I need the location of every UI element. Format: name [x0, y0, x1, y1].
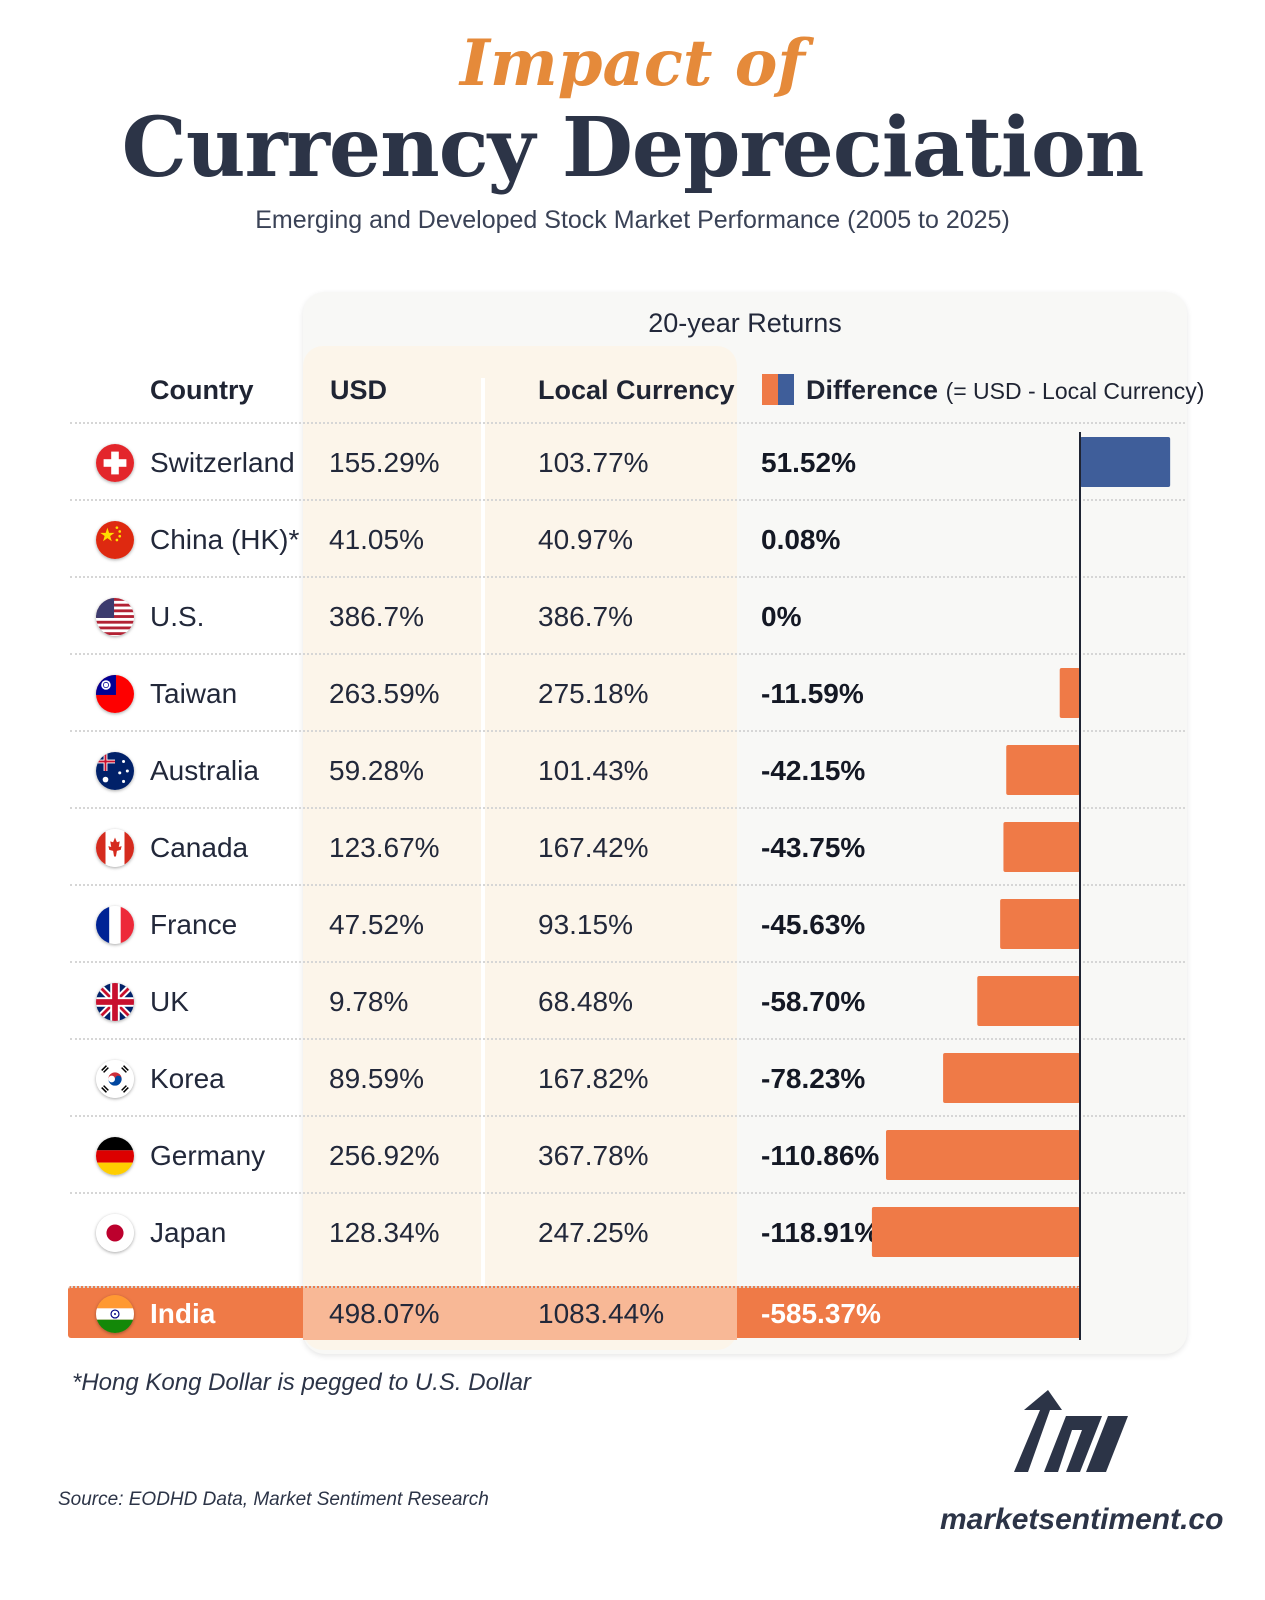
local-currency-value: 93.15%	[538, 909, 633, 940]
returns-band	[303, 346, 737, 1350]
table-row: Japan 128.34% 247.25% -118.91%	[70, 1192, 1185, 1269]
highlight-band	[303, 1288, 737, 1340]
local-currency-value: 386.7%	[538, 601, 633, 632]
difference-value: -585.37%	[761, 1298, 881, 1329]
country-label: Taiwan	[150, 678, 238, 709]
usd-value: 256.92%	[329, 1140, 440, 1171]
usd-value: 41.05%	[329, 524, 424, 555]
header-difference-note: (= USD - Local Currency)	[945, 378, 1205, 404]
difference-value: 0%	[761, 601, 802, 632]
china-flag-icon	[96, 521, 134, 559]
taiwan-flag-icon	[96, 675, 134, 713]
local-currency-value: 68.48%	[538, 986, 633, 1017]
australia-flag-icon	[96, 752, 134, 790]
country-label: Canada	[150, 832, 249, 863]
title-impact-of: Impact of	[460, 26, 805, 101]
germany-flag-icon	[96, 1137, 134, 1175]
table-row: Korea 89.59% 167.82% -78.23%	[70, 1038, 1185, 1115]
table-row: Australia 59.28% 101.43% -42.15%	[70, 730, 1185, 807]
usd-value: 263.59%	[329, 678, 440, 709]
brand-logo-icon	[1014, 1390, 1128, 1472]
country-label: India	[150, 1298, 216, 1329]
page-title: Currency Depreciation	[121, 100, 1145, 196]
difference-value: -43.75%	[761, 832, 866, 863]
usd-value: 9.78%	[329, 986, 409, 1017]
subtitle: Emerging and Developed Stock Market Perf…	[255, 206, 1010, 234]
local-currency-value: 247.25%	[538, 1217, 649, 1248]
difference-value: 0.08%	[761, 524, 841, 555]
local-currency-value: 103.77%	[538, 447, 649, 478]
header-difference-label: Difference	[806, 375, 939, 405]
difference-value: -58.70%	[761, 986, 866, 1017]
header-difference: Difference (= USD - Local Currency)	[806, 372, 1204, 409]
local-currency-value: 1083.44%	[538, 1298, 665, 1329]
india-flag-icon	[96, 1295, 134, 1333]
usd-value: 498.07%	[329, 1298, 440, 1329]
country-label: Switzerland	[150, 447, 295, 478]
usd-value: 59.28%	[329, 755, 424, 786]
table-row: France 47.52% 93.15% -45.63%	[70, 884, 1185, 961]
table-row: Germany 256.92% 367.78% -110.86%	[70, 1115, 1185, 1192]
usd-value: 123.67%	[329, 832, 440, 863]
difference-legend-swatch	[762, 374, 794, 405]
local-currency-value: 167.42%	[538, 832, 649, 863]
header-country: Country	[150, 375, 254, 405]
uk-flag-icon	[96, 983, 134, 1021]
local-currency-value: 275.18%	[538, 678, 649, 709]
france-flag-icon	[96, 906, 134, 944]
table-row: Switzerland 155.29% 103.77% 51.52%	[70, 422, 1185, 499]
korea-flag-icon	[96, 1060, 134, 1098]
difference-value: -110.86%	[761, 1140, 880, 1171]
usd-value: 128.34%	[329, 1217, 440, 1248]
country-label: Germany	[150, 1140, 266, 1171]
country-label: China (HK)*	[150, 524, 300, 555]
table-row: Canada 123.67% 167.42% -43.75%	[70, 807, 1185, 884]
usd-value: 386.7%	[329, 601, 424, 632]
usd-value: 89.59%	[329, 1063, 424, 1094]
table-row: U.S. 386.7% 386.7% 0%	[70, 576, 1185, 653]
local-currency-value: 167.82%	[538, 1063, 649, 1094]
country-label: Australia	[150, 755, 259, 786]
country-label: Korea	[150, 1063, 225, 1094]
difference-value: -78.23%	[761, 1063, 866, 1094]
local-currency-value: 367.78%	[538, 1140, 649, 1171]
table-row: Taiwan 263.59% 275.18% -11.59%	[70, 653, 1185, 730]
difference-value: -11.59%	[761, 678, 864, 709]
canada-flag-icon	[96, 829, 134, 867]
local-currency-value: 40.97%	[538, 524, 633, 555]
us-flag-icon	[96, 598, 134, 636]
table-row: China (HK)* 41.05% 40.97% 0.08%	[70, 499, 1185, 576]
country-label: Japan	[150, 1217, 227, 1248]
country-label: U.S.	[150, 601, 205, 632]
header-local-currency: Local Currency	[538, 375, 735, 405]
source-note: Source: EODHD Data, Market Sentiment Res…	[58, 1489, 489, 1510]
table-row: UK 9.78% 68.48% -58.70%	[70, 961, 1185, 1038]
usd-value: 155.29%	[329, 447, 440, 478]
table-row: India 498.07% 1083.44% -585.37%	[68, 1286, 1080, 1340]
usd-value: 47.52%	[329, 909, 424, 940]
country-label: UK	[150, 986, 189, 1017]
footnote: *Hong Kong Dollar is pegged to U.S. Doll…	[72, 1369, 531, 1396]
returns-group-header: 20-year Returns	[648, 308, 842, 338]
difference-value: 51.52%	[761, 447, 856, 478]
local-currency-value: 101.43%	[538, 755, 649, 786]
difference-value: -118.91%	[761, 1217, 880, 1248]
brand-name: marketsentiment.co	[940, 1503, 1224, 1536]
header-usd: USD	[330, 375, 388, 405]
difference-value: -45.63%	[761, 909, 866, 940]
switzerland-flag-icon	[96, 444, 134, 482]
difference-value: -42.15%	[761, 755, 866, 786]
japan-flag-icon	[96, 1214, 134, 1252]
band-divider	[481, 378, 485, 1322]
country-label: France	[150, 909, 238, 940]
